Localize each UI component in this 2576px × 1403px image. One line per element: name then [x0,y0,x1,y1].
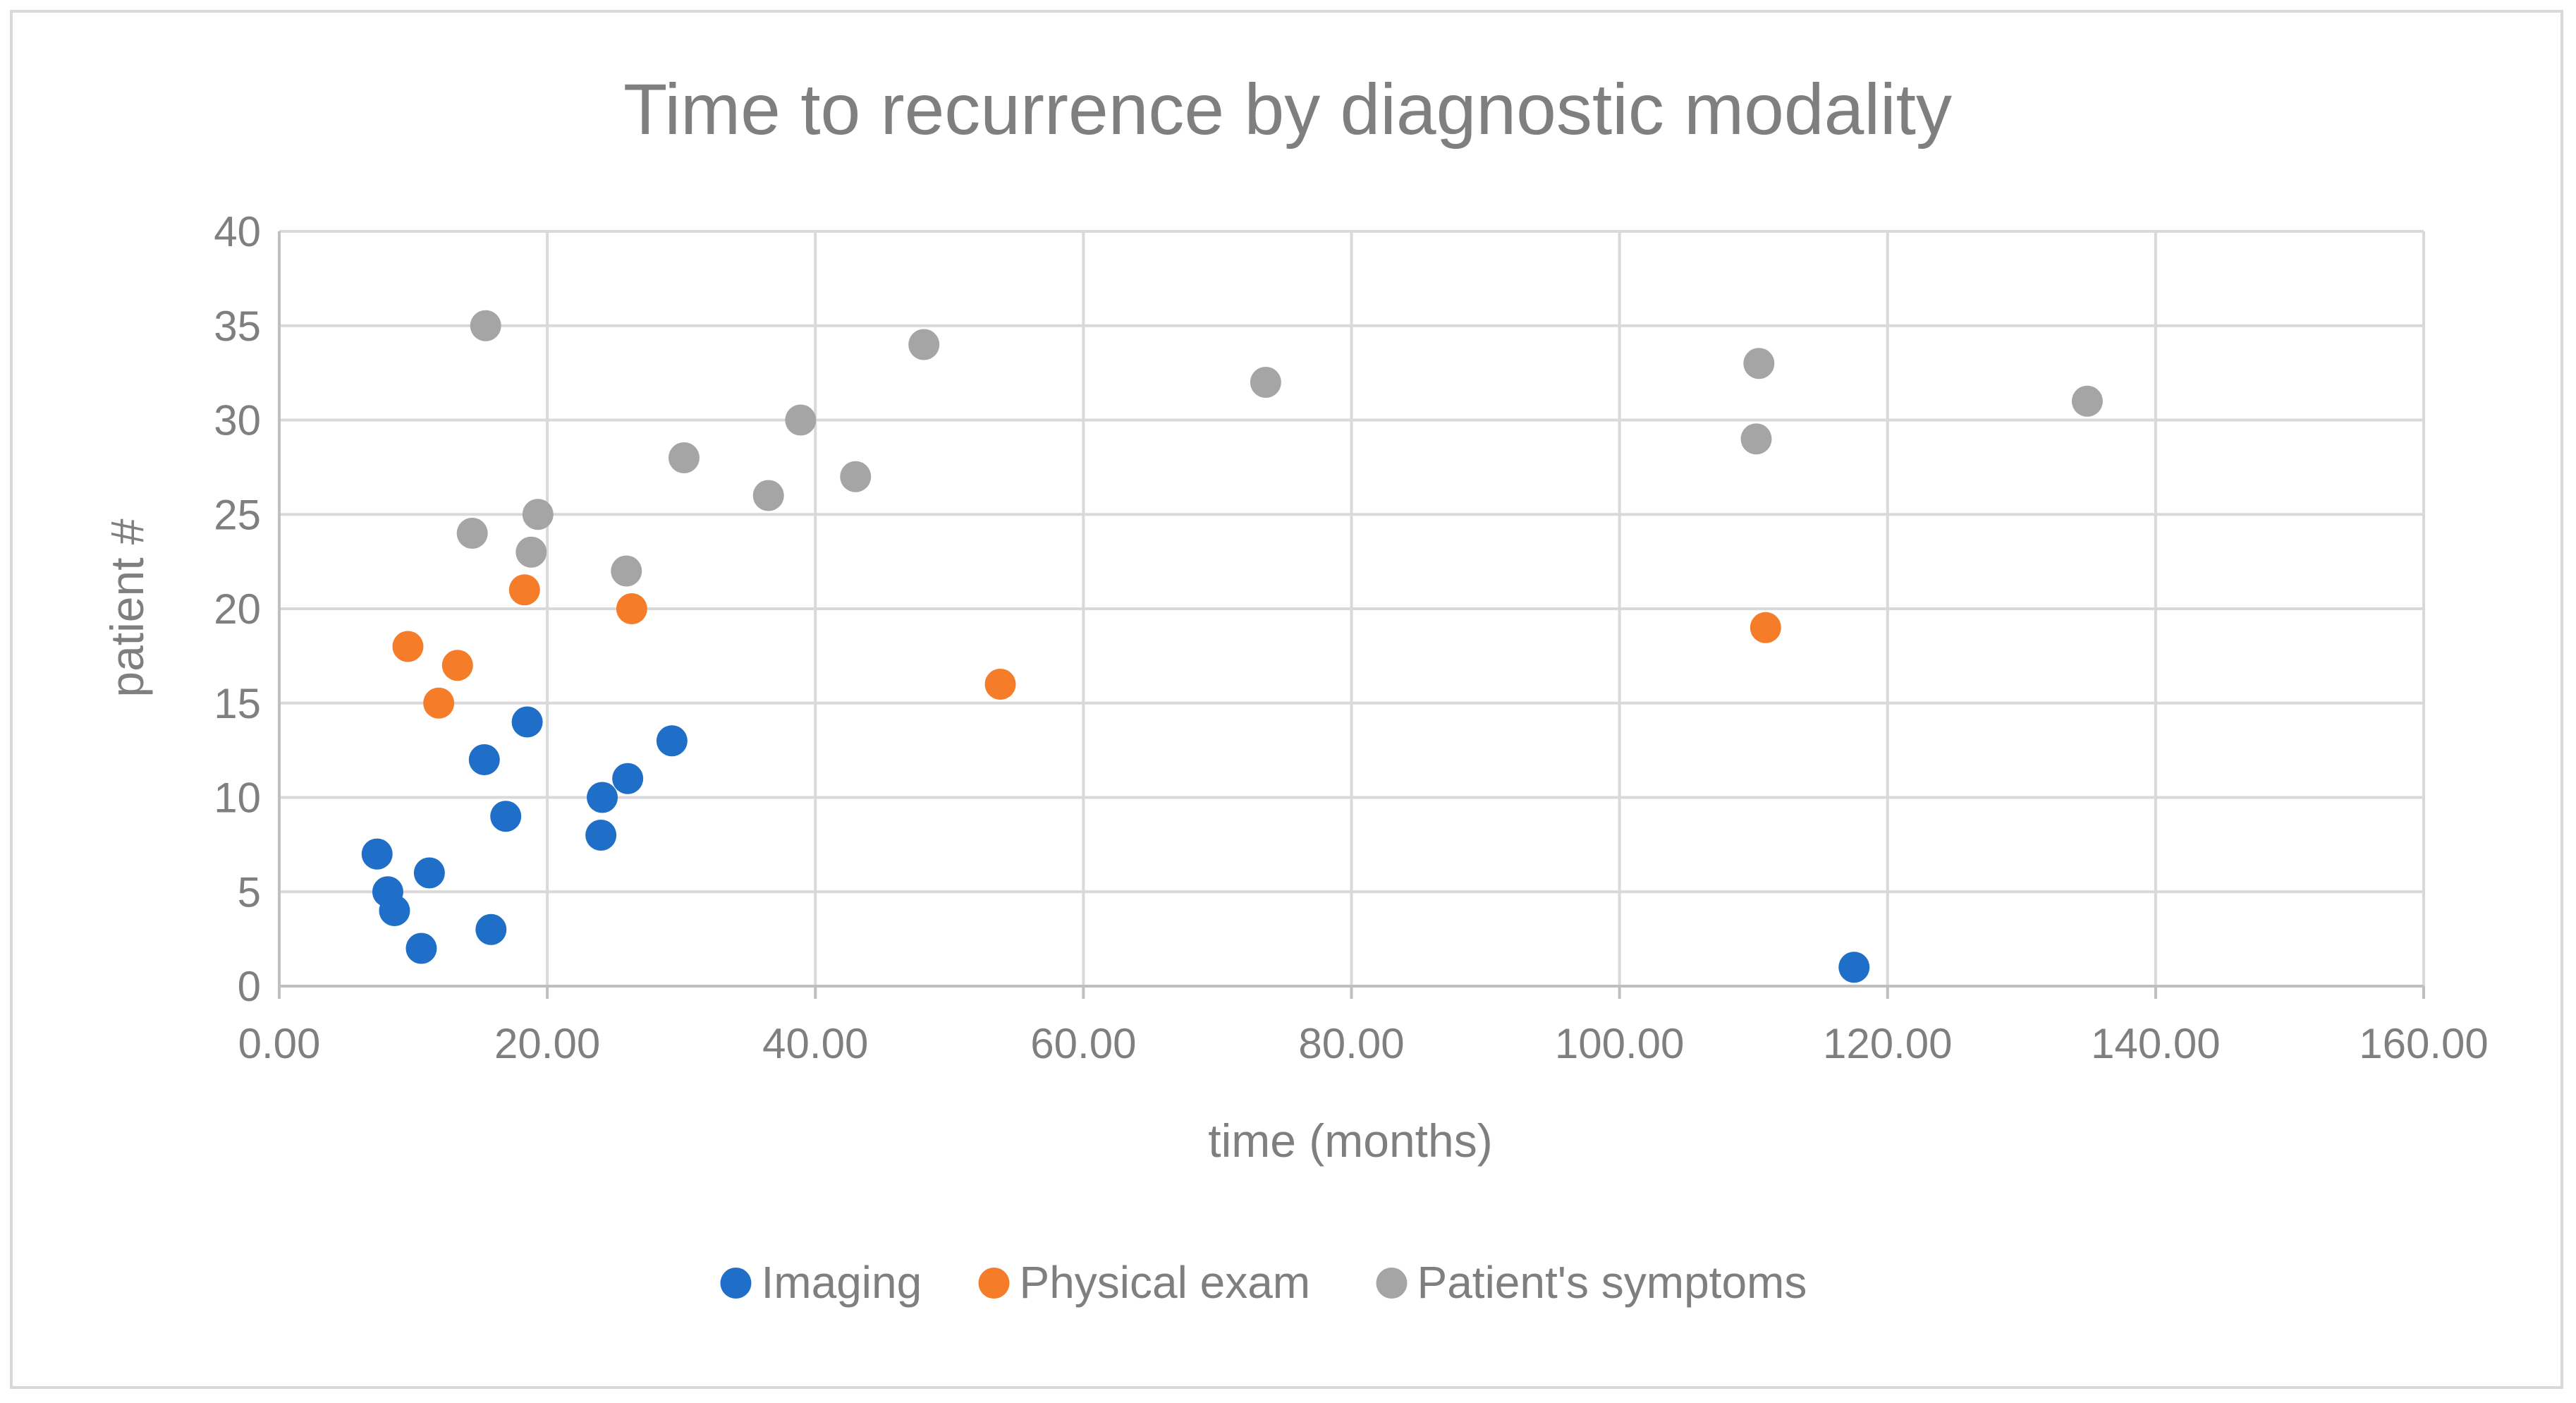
x-tick-label: 20.00 [494,1020,600,1067]
patient-s-symptoms-point [1250,367,1281,398]
legend-marker-patient-s-symptoms [1376,1268,1408,1299]
patient-s-symptoms-point [785,404,817,436]
physical-exam-point [508,574,540,606]
legend-label-physical-exam: Physical exam [1020,1257,1311,1308]
y-tick-label: 15 [214,680,261,727]
y-tick-label: 25 [214,491,261,538]
imaging-point [490,801,522,832]
y-tick-label: 0 [238,963,261,1010]
imaging-point [405,933,437,964]
legend: Imaging Physical exam Patient's symptoms [720,1257,1807,1308]
physical-exam-point [616,593,647,624]
legend-label-imaging: Imaging [762,1257,922,1308]
physical-exam-point [1750,612,1781,643]
x-tick-label: 160.00 [2359,1020,2489,1067]
x-tick-label: 140.00 [2091,1020,2221,1067]
x-tick-label: 100.00 [1555,1020,1685,1067]
x-tick-label: 40.00 [762,1020,868,1067]
physical-exam-point [423,687,455,719]
legend-marker-imaging [720,1268,752,1299]
imaging-point [1838,952,1870,983]
patient-s-symptoms-point [2071,385,2103,417]
patient-s-symptoms-point [752,480,784,511]
y-tick-label: 40 [214,208,261,255]
imaging-point [585,820,617,851]
patient-s-symptoms-point [908,329,940,360]
y-tick-label: 35 [214,303,261,350]
imaging-point [475,913,507,945]
patient-s-symptoms-point [611,555,642,587]
x-tick-label: 120.00 [1823,1020,1953,1067]
patient-s-symptoms-point [470,310,501,341]
imaging-point [511,706,543,738]
imaging-point [413,857,445,889]
axes [278,231,2425,999]
y-tick-label: 10 [214,775,261,822]
patient-s-symptoms-point [1743,348,1775,379]
legend-marker-physical-exam [978,1268,1010,1299]
y-tick-label: 30 [214,397,261,444]
imaging-point [361,838,393,870]
physical-exam-point [392,631,424,662]
x-axis-title: time (months) [1208,1114,1492,1167]
legend-label-patient-s-symptoms: Patient's symptoms [1417,1257,1807,1308]
patient-s-symptoms-point [515,536,547,568]
tick-labels: 0 5 10 15 20 25 30 35 40 0.00 20.00 40.00 60.00 80.00… [214,208,2489,1067]
chart-title: Time to recurrence by diagnostic modalit… [623,69,1952,150]
data-points [361,310,2103,983]
x-tick-label: 0.00 [238,1020,321,1067]
patient-s-symptoms-point [840,461,872,492]
physical-exam-point [984,669,1016,700]
imaging-point [372,876,403,908]
imaging-point [587,782,618,813]
patient-s-symptoms-point [522,499,554,530]
patient-s-symptoms-point [1740,423,1772,455]
imaging-point [612,763,644,794]
y-tick-label: 20 [214,585,261,633]
x-tick-label: 80.00 [1298,1020,1404,1067]
imaging-point [656,725,688,757]
patient-s-symptoms-point [456,518,488,549]
grid-lines [278,230,2425,988]
y-axis-title: patient # [101,518,153,697]
imaging-point [468,744,500,775]
patient-s-symptoms-point [668,442,700,473]
y-tick-label: 5 [238,868,261,916]
physical-exam-point [441,650,473,681]
x-tick-label: 60.00 [1030,1020,1136,1067]
